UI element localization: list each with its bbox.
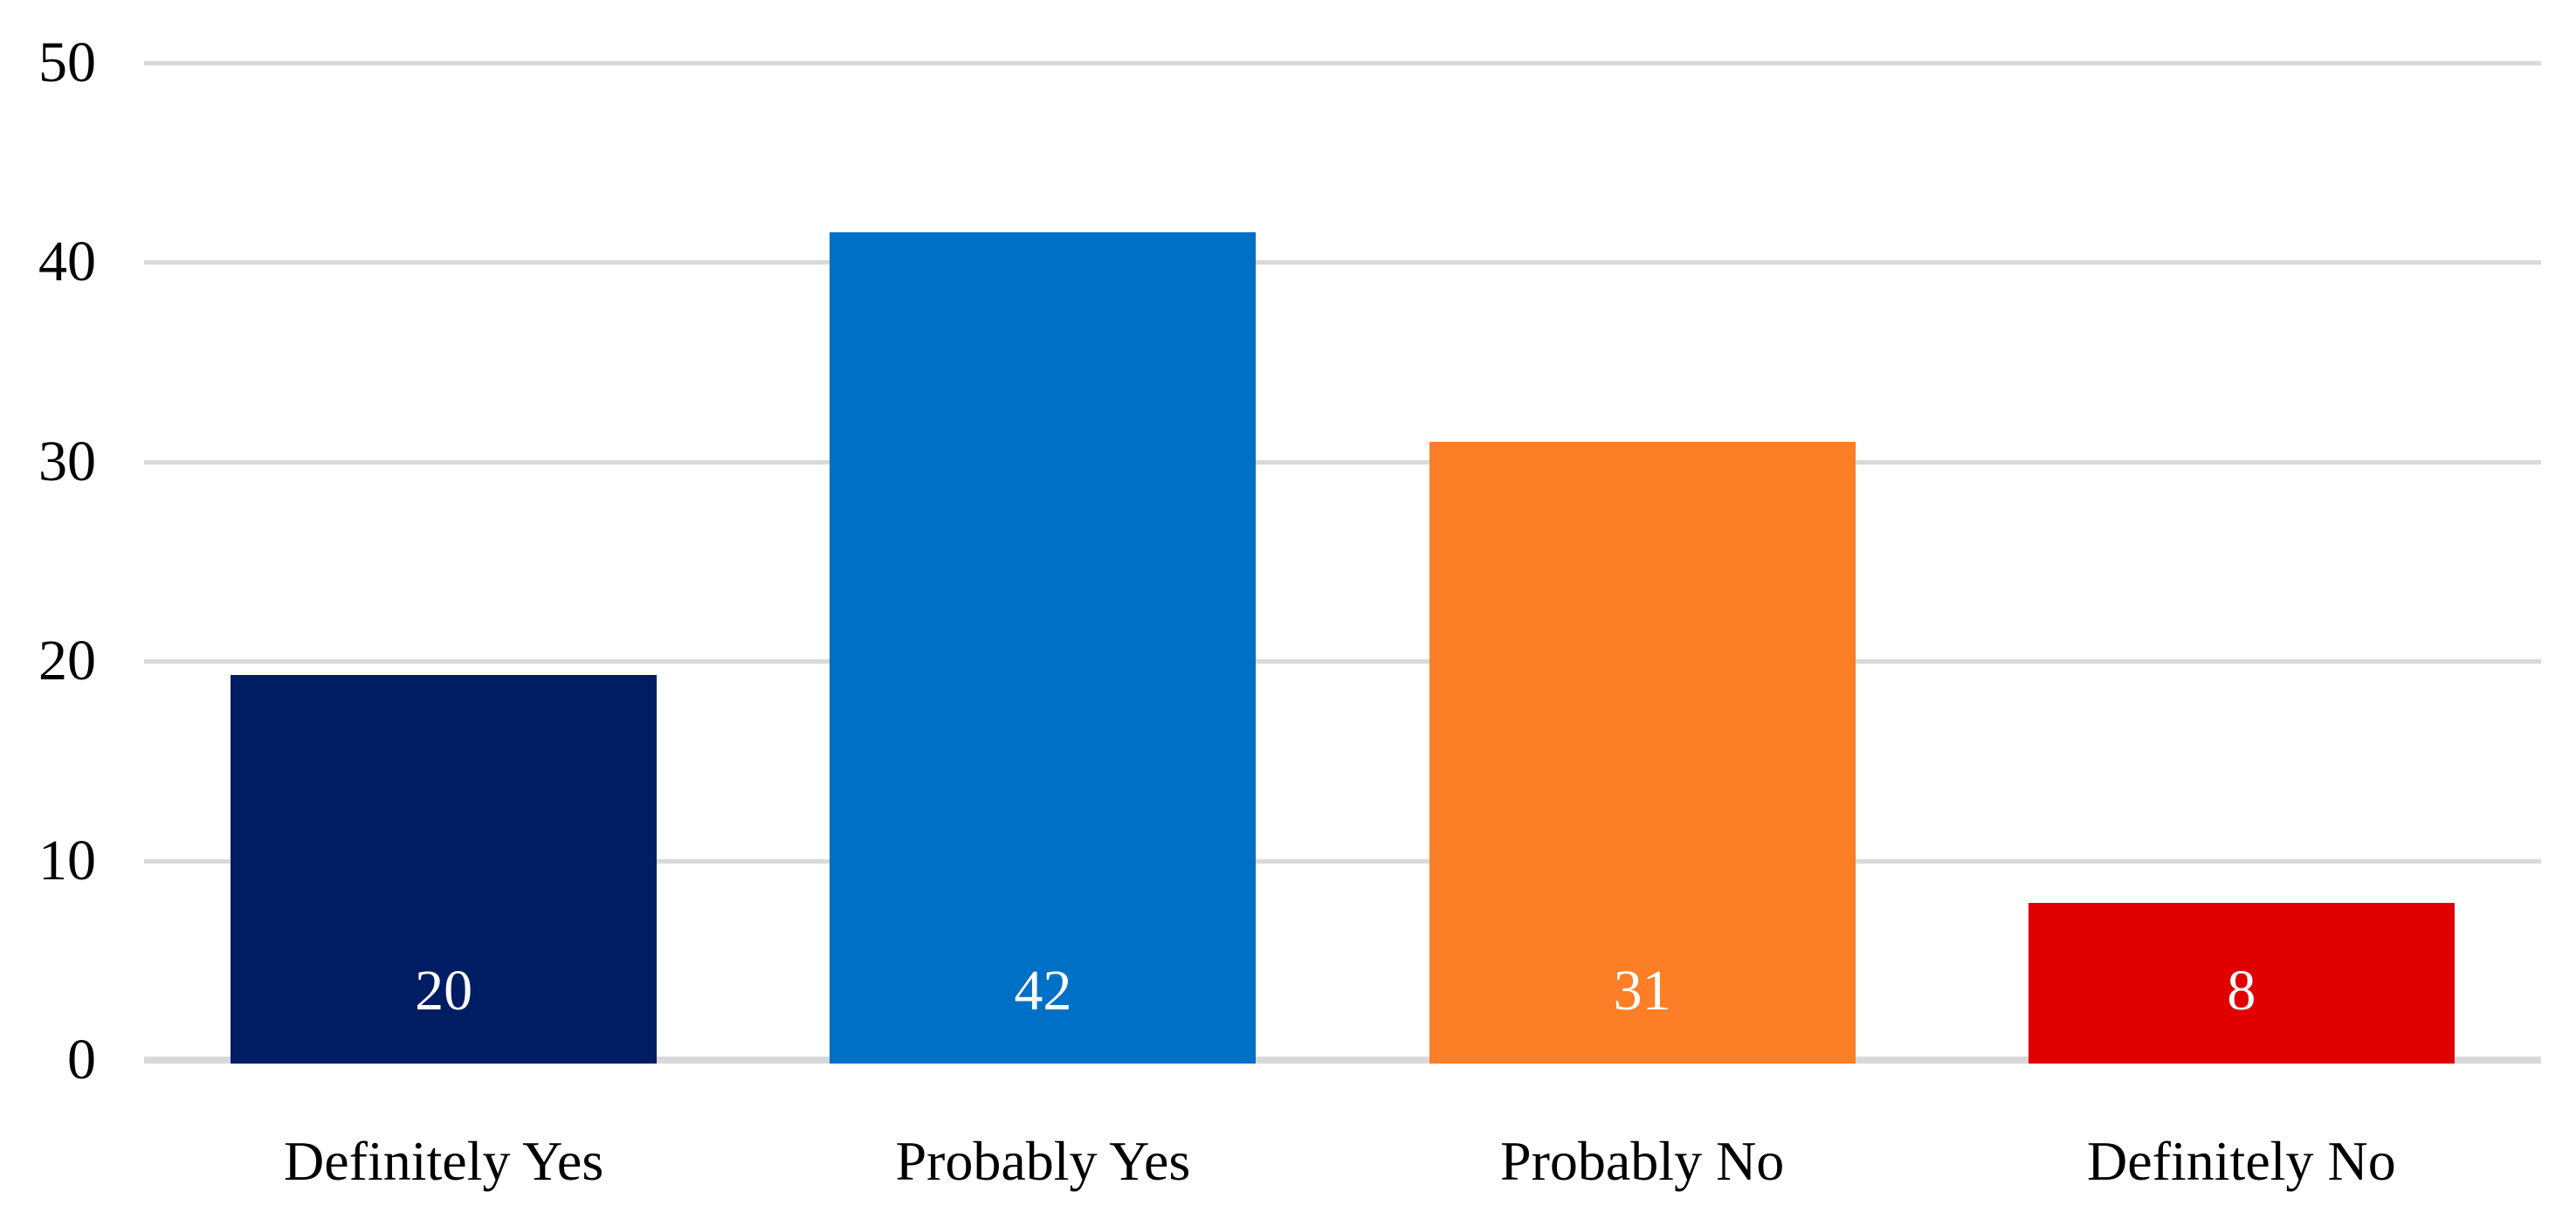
y-tick-label: 40 xyxy=(38,230,96,294)
gridline xyxy=(144,61,2541,65)
bar: 31 xyxy=(1429,441,1856,1064)
bar: 20 xyxy=(231,675,658,1064)
x-axis-line xyxy=(144,1057,2541,1064)
bar-value-label: 31 xyxy=(1613,958,1671,1023)
y-tick-label: 20 xyxy=(38,629,96,693)
gridline xyxy=(144,459,2541,465)
y-tick-label: 50 xyxy=(38,31,96,94)
y-tick-label: 10 xyxy=(38,828,96,892)
category-label: Definitely Yes xyxy=(284,1130,604,1192)
category-label: Probably Yes xyxy=(895,1130,1191,1192)
gridline xyxy=(144,659,2541,665)
bar: 42 xyxy=(830,232,1257,1064)
y-tick-label: 0 xyxy=(67,1028,96,1091)
bar: 8 xyxy=(2028,902,2455,1064)
category-label: Probably No xyxy=(1499,1130,1785,1192)
y-tick-label: 30 xyxy=(38,429,96,493)
category-label: Definitely No xyxy=(2087,1130,2396,1192)
bar-value-label: 8 xyxy=(2227,958,2256,1023)
bar-value-label: 20 xyxy=(415,958,473,1023)
bar-value-label: 42 xyxy=(1014,958,1072,1023)
gridline xyxy=(144,858,2541,864)
gridline xyxy=(144,260,2541,265)
